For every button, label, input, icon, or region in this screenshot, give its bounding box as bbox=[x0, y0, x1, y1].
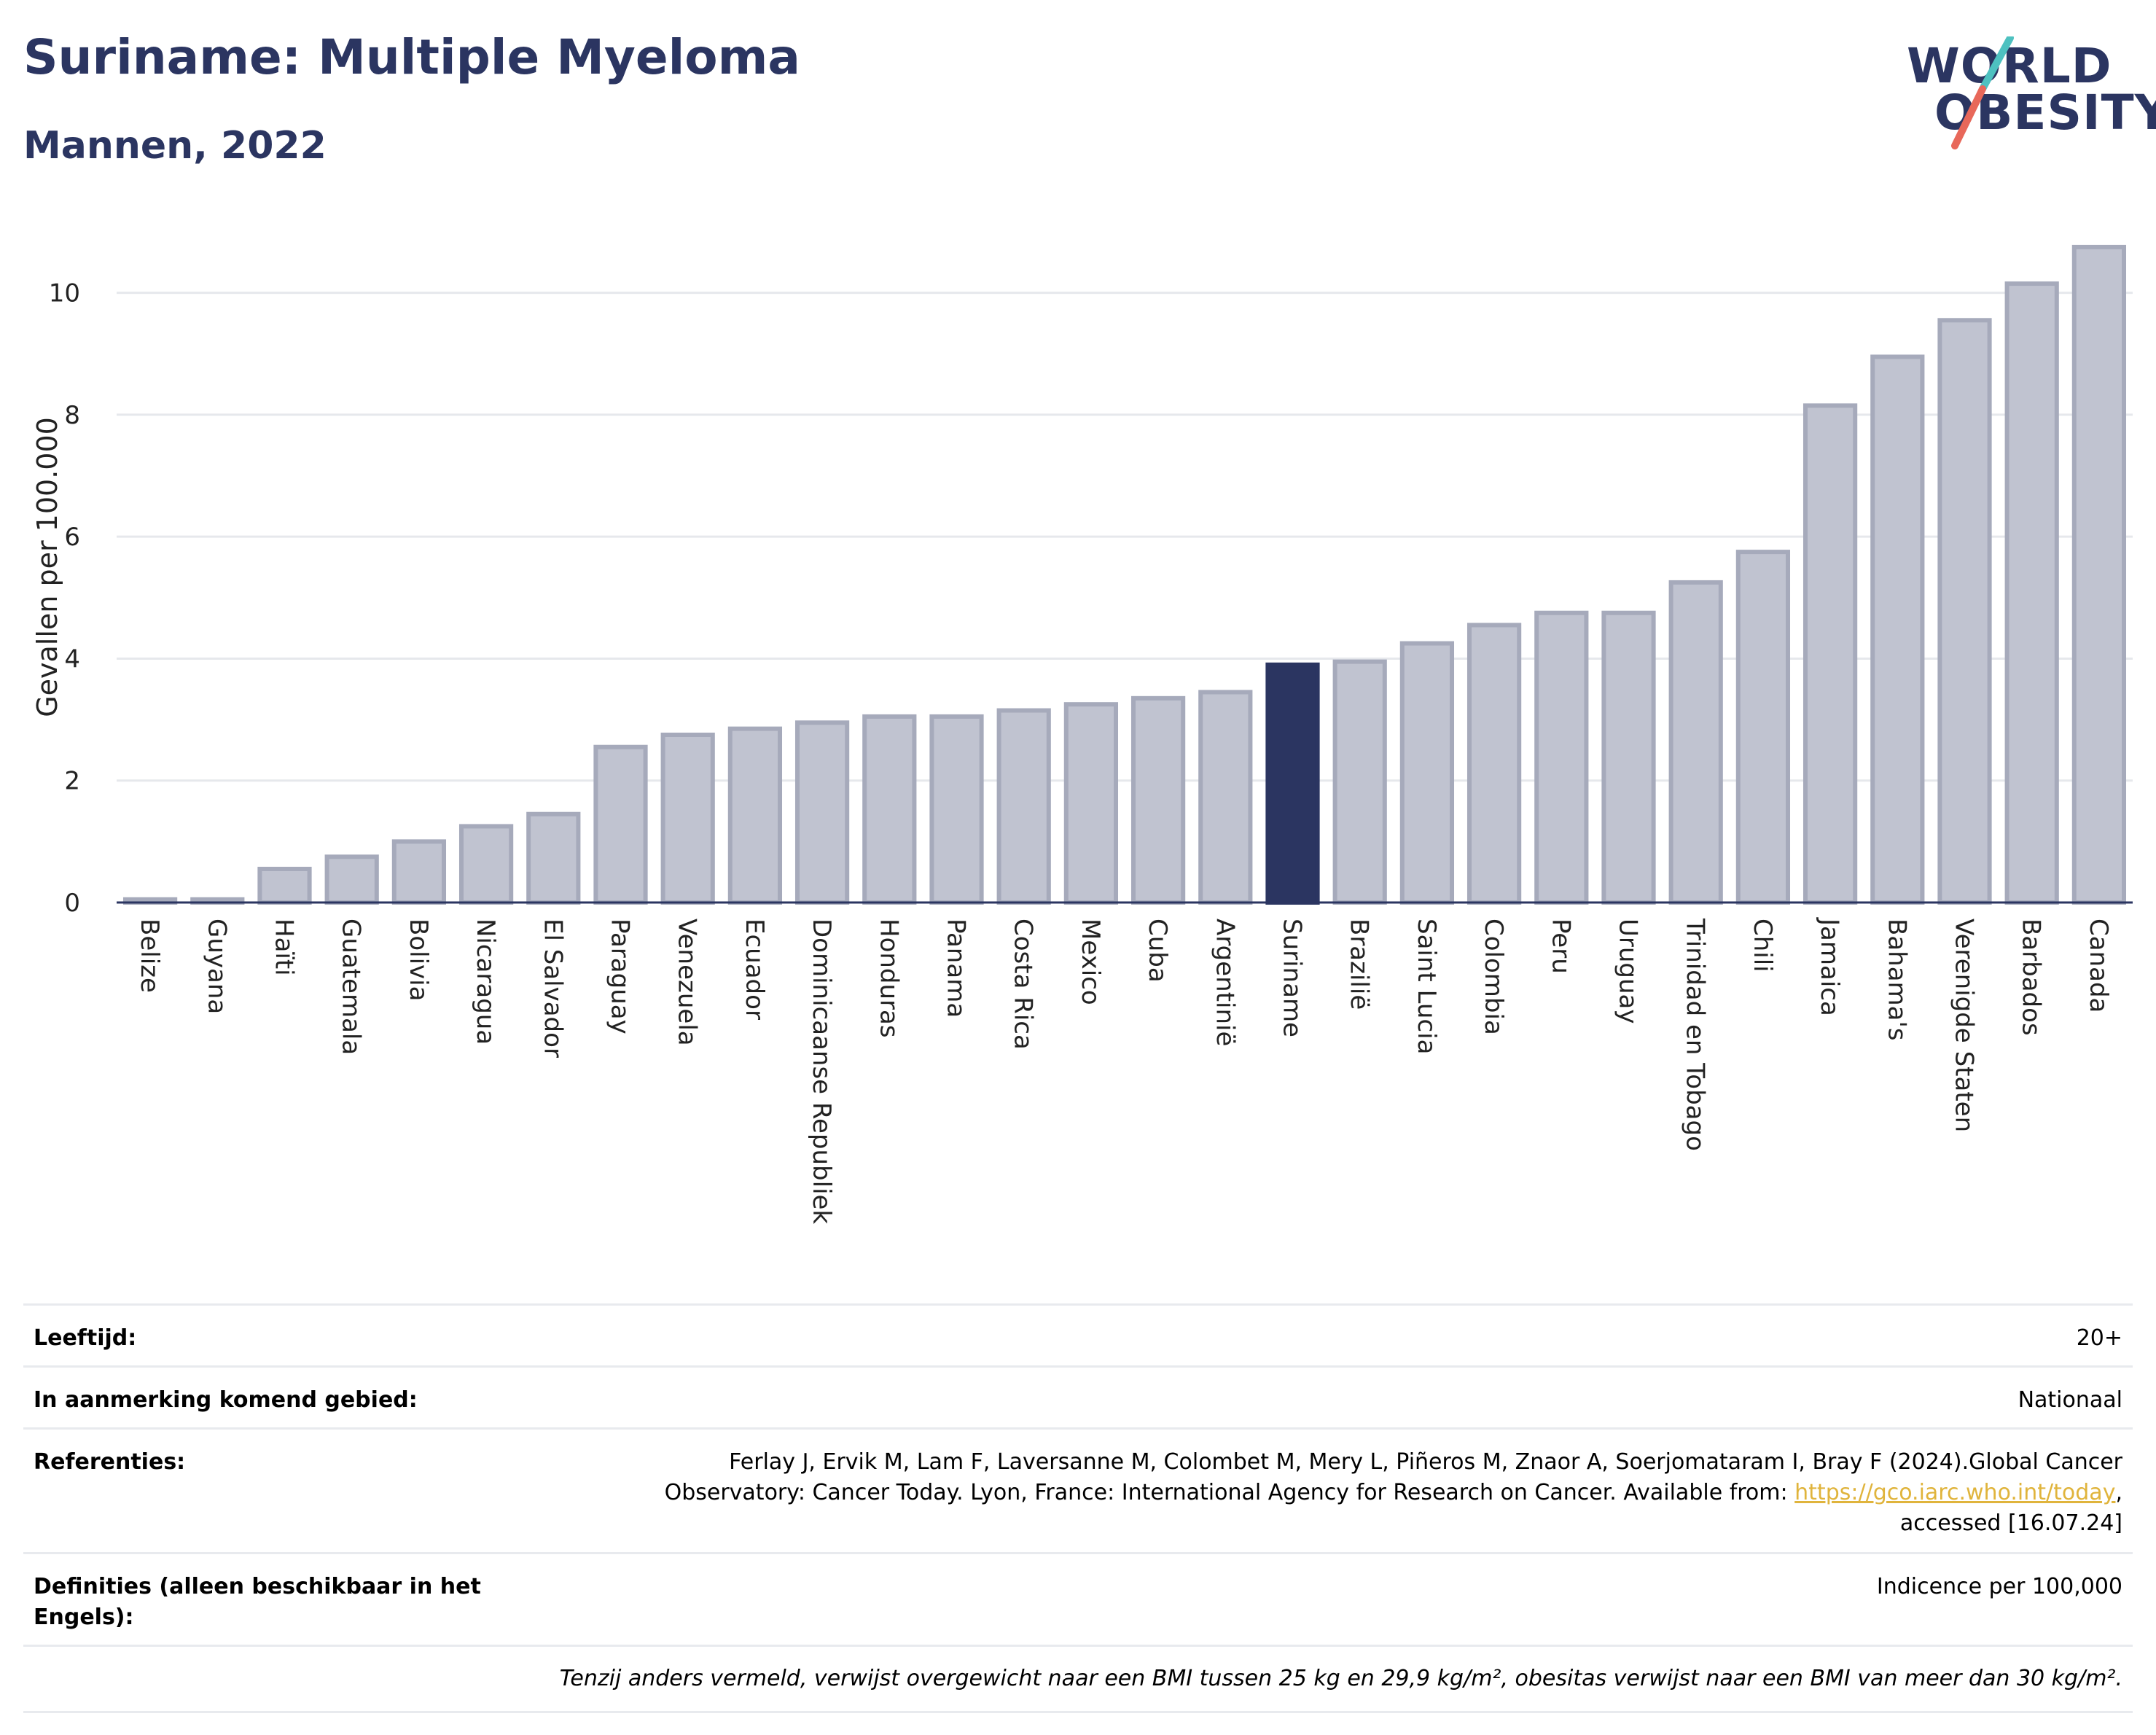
y-tick-label: 8 bbox=[64, 401, 80, 430]
bar bbox=[1399, 641, 1455, 905]
x-tick-label: Trinidad en Tobago bbox=[1681, 918, 1710, 1151]
bar bbox=[2004, 281, 2059, 905]
x-tick-label: Panama bbox=[942, 919, 971, 1018]
bar bbox=[660, 733, 715, 905]
x-tick-label: Mexico bbox=[1076, 919, 1105, 1005]
bar bbox=[1534, 610, 1589, 905]
y-tick-label: 10 bbox=[49, 279, 80, 308]
x-tick-label: Suriname bbox=[1278, 919, 1307, 1037]
area-value: Nationaal bbox=[2018, 1387, 2122, 1413]
x-tick-label: Belize bbox=[135, 919, 164, 993]
references-line-1: Ferlay J, Ervik M, Lam F, Laversanne M, … bbox=[729, 1449, 2122, 1475]
x-tick-label: Chili bbox=[1748, 919, 1777, 972]
x-tick-label: Argentinië bbox=[1210, 919, 1239, 1046]
x-tick-label: Costa Rica bbox=[1009, 919, 1038, 1050]
bar bbox=[1937, 318, 1992, 905]
bar bbox=[526, 811, 581, 905]
bar bbox=[257, 867, 312, 905]
y-tick-label: 4 bbox=[64, 644, 80, 674]
y-tick-label: 0 bbox=[64, 889, 80, 918]
meta-row-area: In aanmerking komend gebied: Nationaal bbox=[23, 1365, 2133, 1427]
x-tick-label: Barbados bbox=[2017, 919, 2046, 1036]
x-tick-label: Dominicaanse Republiek bbox=[807, 919, 836, 1224]
x-tick-label: Haïti bbox=[270, 919, 299, 976]
x-tick-label: Bahama's bbox=[1882, 919, 1911, 1041]
x-tick-label: Guyana bbox=[202, 919, 231, 1014]
x-tick-label: El Salvador bbox=[538, 919, 567, 1058]
footnote: Tenzij anders vermeld, verwijst overgewi… bbox=[23, 1645, 2133, 1713]
meta-row-age: Leeftijd: 20+ bbox=[23, 1303, 2133, 1365]
bar bbox=[996, 708, 1051, 905]
bar bbox=[1063, 702, 1119, 905]
metadata-table: Leeftijd: 20+ In aanmerking komend gebie… bbox=[23, 1303, 2133, 1713]
logo-slash-icon bbox=[1951, 36, 2014, 149]
references-label: Referenties: bbox=[34, 1449, 186, 1475]
bar bbox=[929, 714, 984, 905]
bar bbox=[1265, 662, 1320, 905]
definitions-value: Indicence per 100,000 bbox=[1876, 1574, 2122, 1599]
y-axis-label: Gevallen per 100.000 bbox=[31, 417, 63, 717]
definitions-label: Definities (alleen beschikbaar in het En… bbox=[34, 1574, 481, 1630]
x-tick-label: Saint Lucia bbox=[1412, 919, 1441, 1054]
bar bbox=[2071, 244, 2127, 905]
meta-row-references: Referenties: Ferlay J, Ervik M, Lam F, L… bbox=[23, 1427, 2133, 1552]
references-line-2-end: , bbox=[2115, 1480, 2122, 1505]
bar bbox=[862, 714, 917, 905]
references-line-2-text: Observatory: Cancer Today. Lyon, France:… bbox=[664, 1480, 1795, 1505]
bar-chart: 0 2 4 6 8 10 Gevallen per 100.000 Belize Guyana H… bbox=[31, 244, 2133, 1224]
x-tick-label: Nicaragua bbox=[471, 919, 500, 1045]
bar bbox=[391, 839, 447, 905]
bar bbox=[458, 824, 514, 905]
x-tick-label: Honduras bbox=[874, 919, 903, 1038]
bar bbox=[1735, 550, 1791, 905]
y-tick-label: 6 bbox=[64, 523, 80, 552]
bar bbox=[324, 854, 379, 905]
y-tick-label: 2 bbox=[64, 767, 80, 796]
x-tick-label: Bolivia bbox=[404, 919, 433, 1001]
bar bbox=[1466, 623, 1522, 905]
x-tick-label: Cuba bbox=[1143, 919, 1172, 983]
chart-title: Suriname: Multiple Myeloma bbox=[23, 29, 800, 85]
logo-word-world: WORLD bbox=[1907, 38, 2112, 94]
x-tick-label: Uruguay bbox=[1614, 919, 1643, 1024]
bar bbox=[1668, 580, 1723, 905]
bar bbox=[1198, 690, 1253, 905]
references-link[interactable]: https://gco.iarc.who.int/today bbox=[1794, 1480, 2116, 1505]
bar bbox=[794, 720, 850, 905]
bar bbox=[593, 744, 648, 905]
x-tick-label: Jamaica bbox=[1815, 917, 1844, 1016]
x-tick-label: Verenigde Staten bbox=[1950, 919, 1979, 1132]
x-tick-label: Peru bbox=[1546, 919, 1575, 974]
bar bbox=[1870, 354, 1925, 905]
age-value: 20+ bbox=[2076, 1325, 2122, 1351]
area-label: In aanmerking komend gebied: bbox=[34, 1387, 418, 1413]
references-line-3: accessed [16.07.24] bbox=[1899, 1510, 2122, 1536]
bar bbox=[1130, 695, 1186, 905]
meta-row-definitions: Definities (alleen beschikbaar in het En… bbox=[23, 1552, 2133, 1645]
bar bbox=[1332, 659, 1387, 905]
x-tick-label: Guatemala bbox=[337, 919, 366, 1055]
age-label: Leeftijd: bbox=[34, 1325, 137, 1351]
x-tick-label: Canada bbox=[2084, 919, 2113, 1013]
x-tick-label: Brazilië bbox=[1345, 919, 1374, 1010]
references-value: Ferlay J, Ervik M, Lam F, Laversanne M, … bbox=[515, 1447, 2122, 1552]
bar bbox=[1802, 403, 1858, 905]
x-tick-label: Paraguay bbox=[606, 919, 635, 1034]
bar bbox=[727, 726, 783, 905]
references-line-2: Observatory: Cancer Today. Lyon, France:… bbox=[515, 1478, 2122, 1508]
x-tick-label: Ecuador bbox=[740, 919, 769, 1020]
x-tick-label: Colombia bbox=[1479, 919, 1508, 1035]
bar bbox=[1601, 610, 1656, 905]
world-obesity-logo: WORLD OBESITY bbox=[1902, 36, 2156, 153]
chart-subtitle: Mannen, 2022 bbox=[23, 124, 327, 168]
x-tick-label: Venezuela bbox=[673, 919, 702, 1046]
